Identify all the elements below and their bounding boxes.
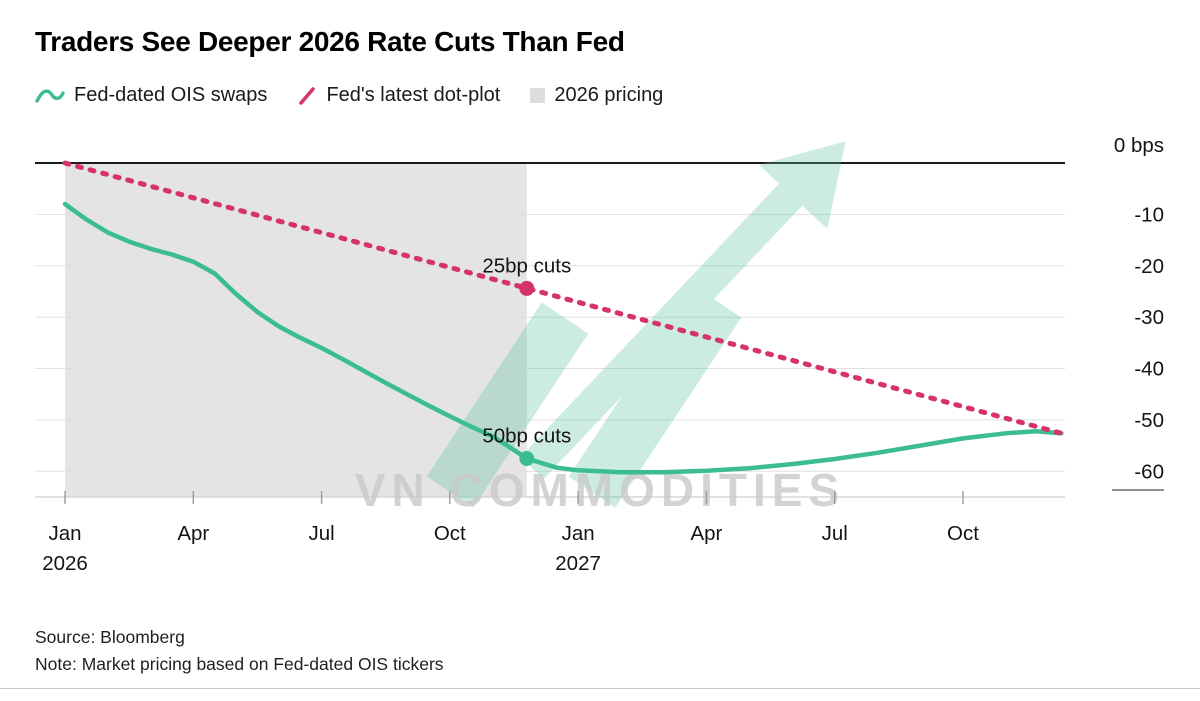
legend-label-2026-pricing: 2026 pricing: [554, 84, 664, 106]
dot-plot-2026-cuts-marker: [519, 280, 535, 296]
ois-2026-cuts-label: 50bp cuts: [482, 425, 571, 448]
y-axis-label: -30: [1134, 306, 1164, 329]
x-axis-year-label: 2026: [42, 552, 88, 575]
legend-item-ois-swaps: Fed-dated OIS swaps: [35, 84, 267, 107]
x-axis-label: Apr: [690, 522, 722, 545]
y-axis-label: 0 bps: [1114, 134, 1164, 157]
chart-title: Traders See Deeper 2026 Rate Cuts Than F…: [35, 26, 625, 57]
ois-swaps-line: [62, 201, 1064, 475]
dot-plot-line: [62, 160, 1064, 436]
region-2026-pricing: [65, 164, 527, 497]
bottom-divider: [0, 688, 1200, 689]
x-axis-label: Apr: [177, 522, 209, 545]
legend-item-2026-pricing: 2026 pricing: [530, 84, 663, 107]
y-axis-label: -60: [1134, 460, 1164, 483]
y-axis-label: -10: [1134, 203, 1164, 226]
chart-legend: Fed-dated OIS swaps Fed's latest dot-plo…: [35, 84, 663, 107]
y-axis-label: -20: [1134, 255, 1164, 278]
legend-label-dot-plot: Fed's latest dot-plot: [326, 84, 501, 106]
x-axis-label: Oct: [434, 522, 466, 545]
y-axis-label: -50: [1134, 409, 1164, 432]
x-axis-label: Jan: [562, 522, 595, 545]
dot-plot-2026-cuts-label: 25bp cuts: [482, 254, 571, 277]
y-axis-label: -40: [1134, 358, 1164, 381]
x-axis-label: Oct: [947, 522, 979, 545]
source-text: Source: Bloomberg: [35, 627, 185, 647]
x-axis-label: Jan: [48, 522, 81, 545]
gray-square-icon: [530, 88, 546, 103]
x-axis-year-label: 2027: [555, 552, 601, 575]
note-text: Note: Market pricing based on Fed-dated …: [35, 654, 444, 674]
chart-footer: Source: Bloomberg Note: Market pricing b…: [35, 624, 444, 678]
green-curve-icon: [35, 88, 65, 103]
ois-2026-cuts-marker: [519, 451, 535, 466]
legend-label-ois-swaps: Fed-dated OIS swaps: [74, 84, 268, 106]
legend-item-dot-plot: Fed's latest dot-plot: [297, 84, 500, 107]
x-axis-label: Jul: [308, 522, 334, 545]
pink-slash-icon: [299, 86, 316, 105]
x-axis-label: Jul: [822, 522, 848, 545]
